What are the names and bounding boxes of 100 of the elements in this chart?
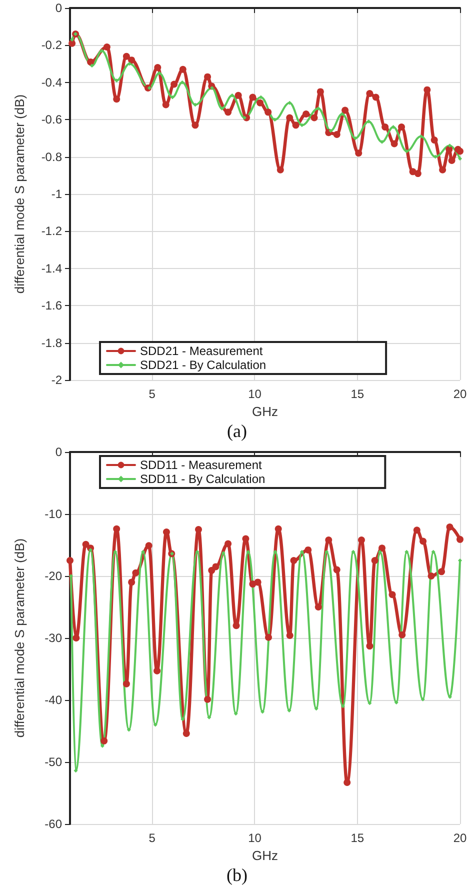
- point: [428, 572, 435, 580]
- y-tick-label: -1.8: [41, 336, 62, 350]
- point: [207, 715, 212, 720]
- point: [388, 591, 396, 598]
- x-tick-label: 5: [148, 831, 156, 845]
- point: [224, 540, 232, 548]
- point: [122, 680, 130, 688]
- y-tick-label: 0: [55, 445, 62, 459]
- point: [420, 697, 425, 702]
- point: [292, 122, 300, 129]
- point: [100, 48, 104, 53]
- point: [420, 538, 427, 545]
- point: [314, 706, 318, 711]
- point: [287, 708, 292, 713]
- point: [145, 542, 152, 550]
- point: [458, 156, 462, 161]
- point: [193, 102, 198, 107]
- y-tick-label: -1: [51, 187, 62, 201]
- y-tick-label: -0.8: [41, 150, 62, 164]
- point: [446, 524, 454, 531]
- point: [273, 550, 278, 554]
- point: [234, 92, 242, 99]
- point: [353, 136, 358, 140]
- x-tick-label: 10: [248, 831, 262, 845]
- x-tick-label: 15: [350, 831, 364, 845]
- point: [431, 550, 436, 554]
- point: [90, 64, 94, 68]
- point: [314, 604, 322, 610]
- point: [368, 701, 372, 706]
- point: [103, 44, 110, 51]
- point: [208, 566, 216, 574]
- y-tick-label: -30: [44, 631, 62, 645]
- point: [195, 526, 202, 533]
- point: [230, 93, 234, 98]
- y-tick-label: 0: [55, 1, 62, 15]
- y-tick-label: -40: [44, 693, 62, 707]
- point: [341, 704, 345, 708]
- point: [302, 110, 310, 118]
- point: [286, 114, 294, 122]
- point: [180, 717, 185, 722]
- point: [249, 94, 256, 101]
- point: [310, 114, 318, 122]
- point: [288, 100, 292, 105]
- point: [82, 540, 90, 548]
- point: [333, 566, 340, 574]
- point: [290, 557, 298, 564]
- point: [212, 563, 220, 570]
- text: (b): [226, 865, 248, 885]
- point: [404, 550, 409, 554]
- point: [286, 632, 294, 640]
- point: [180, 80, 184, 84]
- point: [204, 73, 212, 80]
- y-axis-title: differential mode S parameter (dB): [12, 94, 27, 294]
- point: [132, 569, 140, 576]
- point: [204, 696, 212, 703]
- point: [404, 149, 409, 154]
- point: [382, 124, 389, 131]
- point: [141, 550, 146, 554]
- point: [192, 122, 199, 129]
- y-tick-label: -1.6: [41, 298, 62, 313]
- point: [254, 578, 262, 586]
- point: [88, 548, 93, 552]
- point: [340, 112, 344, 116]
- x-tick-label: 10: [248, 387, 262, 401]
- point: [162, 528, 170, 536]
- x-axis-title: GHz: [252, 848, 278, 863]
- point: [162, 101, 170, 108]
- x-tick-label: 20: [453, 387, 467, 401]
- point: [366, 90, 374, 98]
- point: [100, 737, 108, 744]
- point: [446, 146, 453, 153]
- point: [438, 568, 446, 576]
- point: [242, 116, 246, 120]
- point: [69, 574, 74, 578]
- point: [380, 140, 384, 144]
- point: [324, 550, 329, 554]
- point: [456, 148, 464, 155]
- point: [264, 108, 272, 116]
- point: [154, 667, 161, 674]
- point: [355, 150, 362, 157]
- y-tick-label: -0.4: [41, 75, 62, 90]
- point: [398, 631, 406, 638]
- point: [304, 546, 312, 554]
- point: [126, 728, 131, 732]
- y-tick-label: -60: [44, 817, 62, 831]
- point: [195, 550, 200, 554]
- point: [87, 58, 94, 66]
- point: [344, 778, 351, 786]
- point: [170, 95, 174, 100]
- legend-label: SDD21 - By Calculation: [140, 358, 266, 372]
- point: [448, 157, 456, 164]
- x-tick-label: 15: [350, 387, 364, 401]
- y-tick-label: -50: [44, 755, 62, 769]
- point: [220, 106, 224, 110]
- point: [68, 40, 76, 47]
- legend-label: SDD11 - By Calculation: [140, 472, 266, 486]
- point: [342, 106, 349, 114]
- point: [224, 108, 232, 116]
- point: [122, 52, 130, 60]
- point: [391, 125, 396, 130]
